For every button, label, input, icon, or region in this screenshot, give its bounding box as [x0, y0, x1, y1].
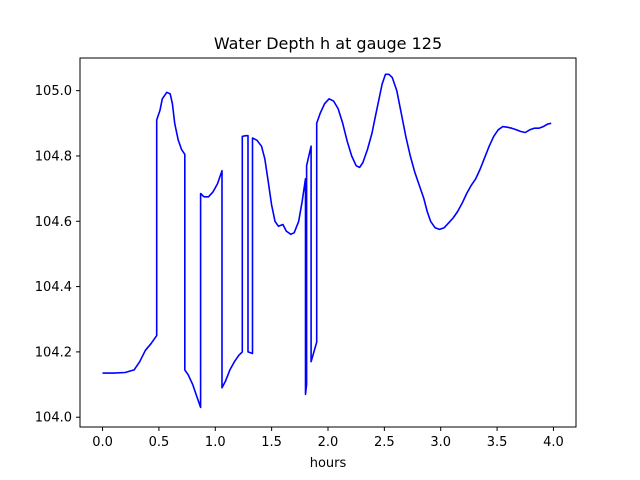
- series-line: [102, 73, 552, 409]
- x-tick-label: 1.0: [205, 435, 226, 450]
- x-tick-label: 3.0: [430, 435, 451, 450]
- y-axis: 104.0 104.2 104.4 104.6 104.8 105.0: [35, 84, 80, 426]
- y-tick-label: 104.2: [35, 345, 72, 360]
- x-tick-label: 2.0: [318, 435, 339, 450]
- y-tick-label: 104.8: [35, 149, 72, 164]
- x-tick-label: 1.5: [261, 435, 282, 450]
- y-tick-label: 104.4: [35, 280, 72, 295]
- x-tick-label: 2.5: [374, 435, 395, 450]
- x-tick-label: 4.0: [543, 435, 564, 450]
- x-tick-label: 3.5: [487, 435, 508, 450]
- y-tick-label: 105.0: [35, 84, 72, 99]
- y-tick-label: 104.6: [35, 215, 72, 230]
- x-tick-label: 0.0: [92, 435, 113, 450]
- chart-title: Water Depth h at gauge 125: [214, 34, 442, 53]
- x-axis: 0.0 0.5 1.0 1.5 2.0 2.5 3.0 3.5 4.0: [92, 427, 564, 450]
- x-tick-label: 0.5: [149, 435, 170, 450]
- plot-frame: [79, 57, 577, 428]
- x-axis-label: hours: [310, 456, 347, 471]
- y-tick-label: 104.0: [35, 411, 72, 426]
